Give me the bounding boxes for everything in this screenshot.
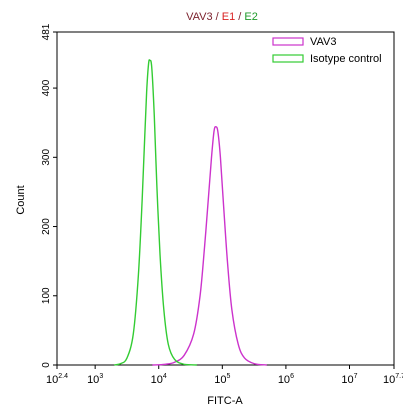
- y-axis-ticks: 0 100 200 300 400 481: [41, 23, 57, 368]
- legend: VAV3 Isotype control: [272, 36, 382, 65]
- chart-title-part: VAV3: [186, 11, 213, 23]
- chart-title-part: E2: [244, 11, 257, 23]
- y-tick-label: 200: [41, 218, 52, 235]
- y-tick-label: 300: [41, 149, 52, 166]
- legend-swatch: [272, 54, 304, 63]
- legend-label: Isotype control: [310, 53, 382, 65]
- y-axis-label: Count: [15, 185, 27, 214]
- y-tick-label: 400: [41, 79, 52, 96]
- x-tick-label: 105: [214, 373, 230, 386]
- series-layer: [114, 59, 267, 366]
- chart-title-part: /: [213, 11, 222, 23]
- chart-title: VAV3 / E1 / E2: [186, 11, 258, 23]
- y-tick-label: 0: [41, 362, 52, 368]
- series-line-vav3: [152, 126, 267, 366]
- x-axis-ticks: 102.4 103 104 105 106 107 107.7: [46, 365, 403, 386]
- x-tick-label: 106: [278, 373, 294, 386]
- chart-title-part: E1: [222, 11, 235, 23]
- legend-swatch: [272, 37, 304, 46]
- x-tick-label: 103: [87, 373, 103, 386]
- x-tick-label: 102.4: [46, 373, 68, 386]
- plot-area-frame: [56, 31, 395, 366]
- chart-title-part: /: [235, 11, 244, 23]
- x-tick-label: 104: [151, 373, 167, 386]
- x-tick-label: 107: [341, 373, 357, 386]
- legend-label: VAV3: [310, 36, 337, 48]
- y-tick-label: 481: [41, 23, 52, 40]
- series-line-isotype-control: [114, 59, 197, 366]
- x-tick-label: 107.7: [383, 373, 403, 386]
- y-tick-label: 100: [41, 287, 52, 304]
- x-axis-label: FITC-A: [207, 395, 243, 405]
